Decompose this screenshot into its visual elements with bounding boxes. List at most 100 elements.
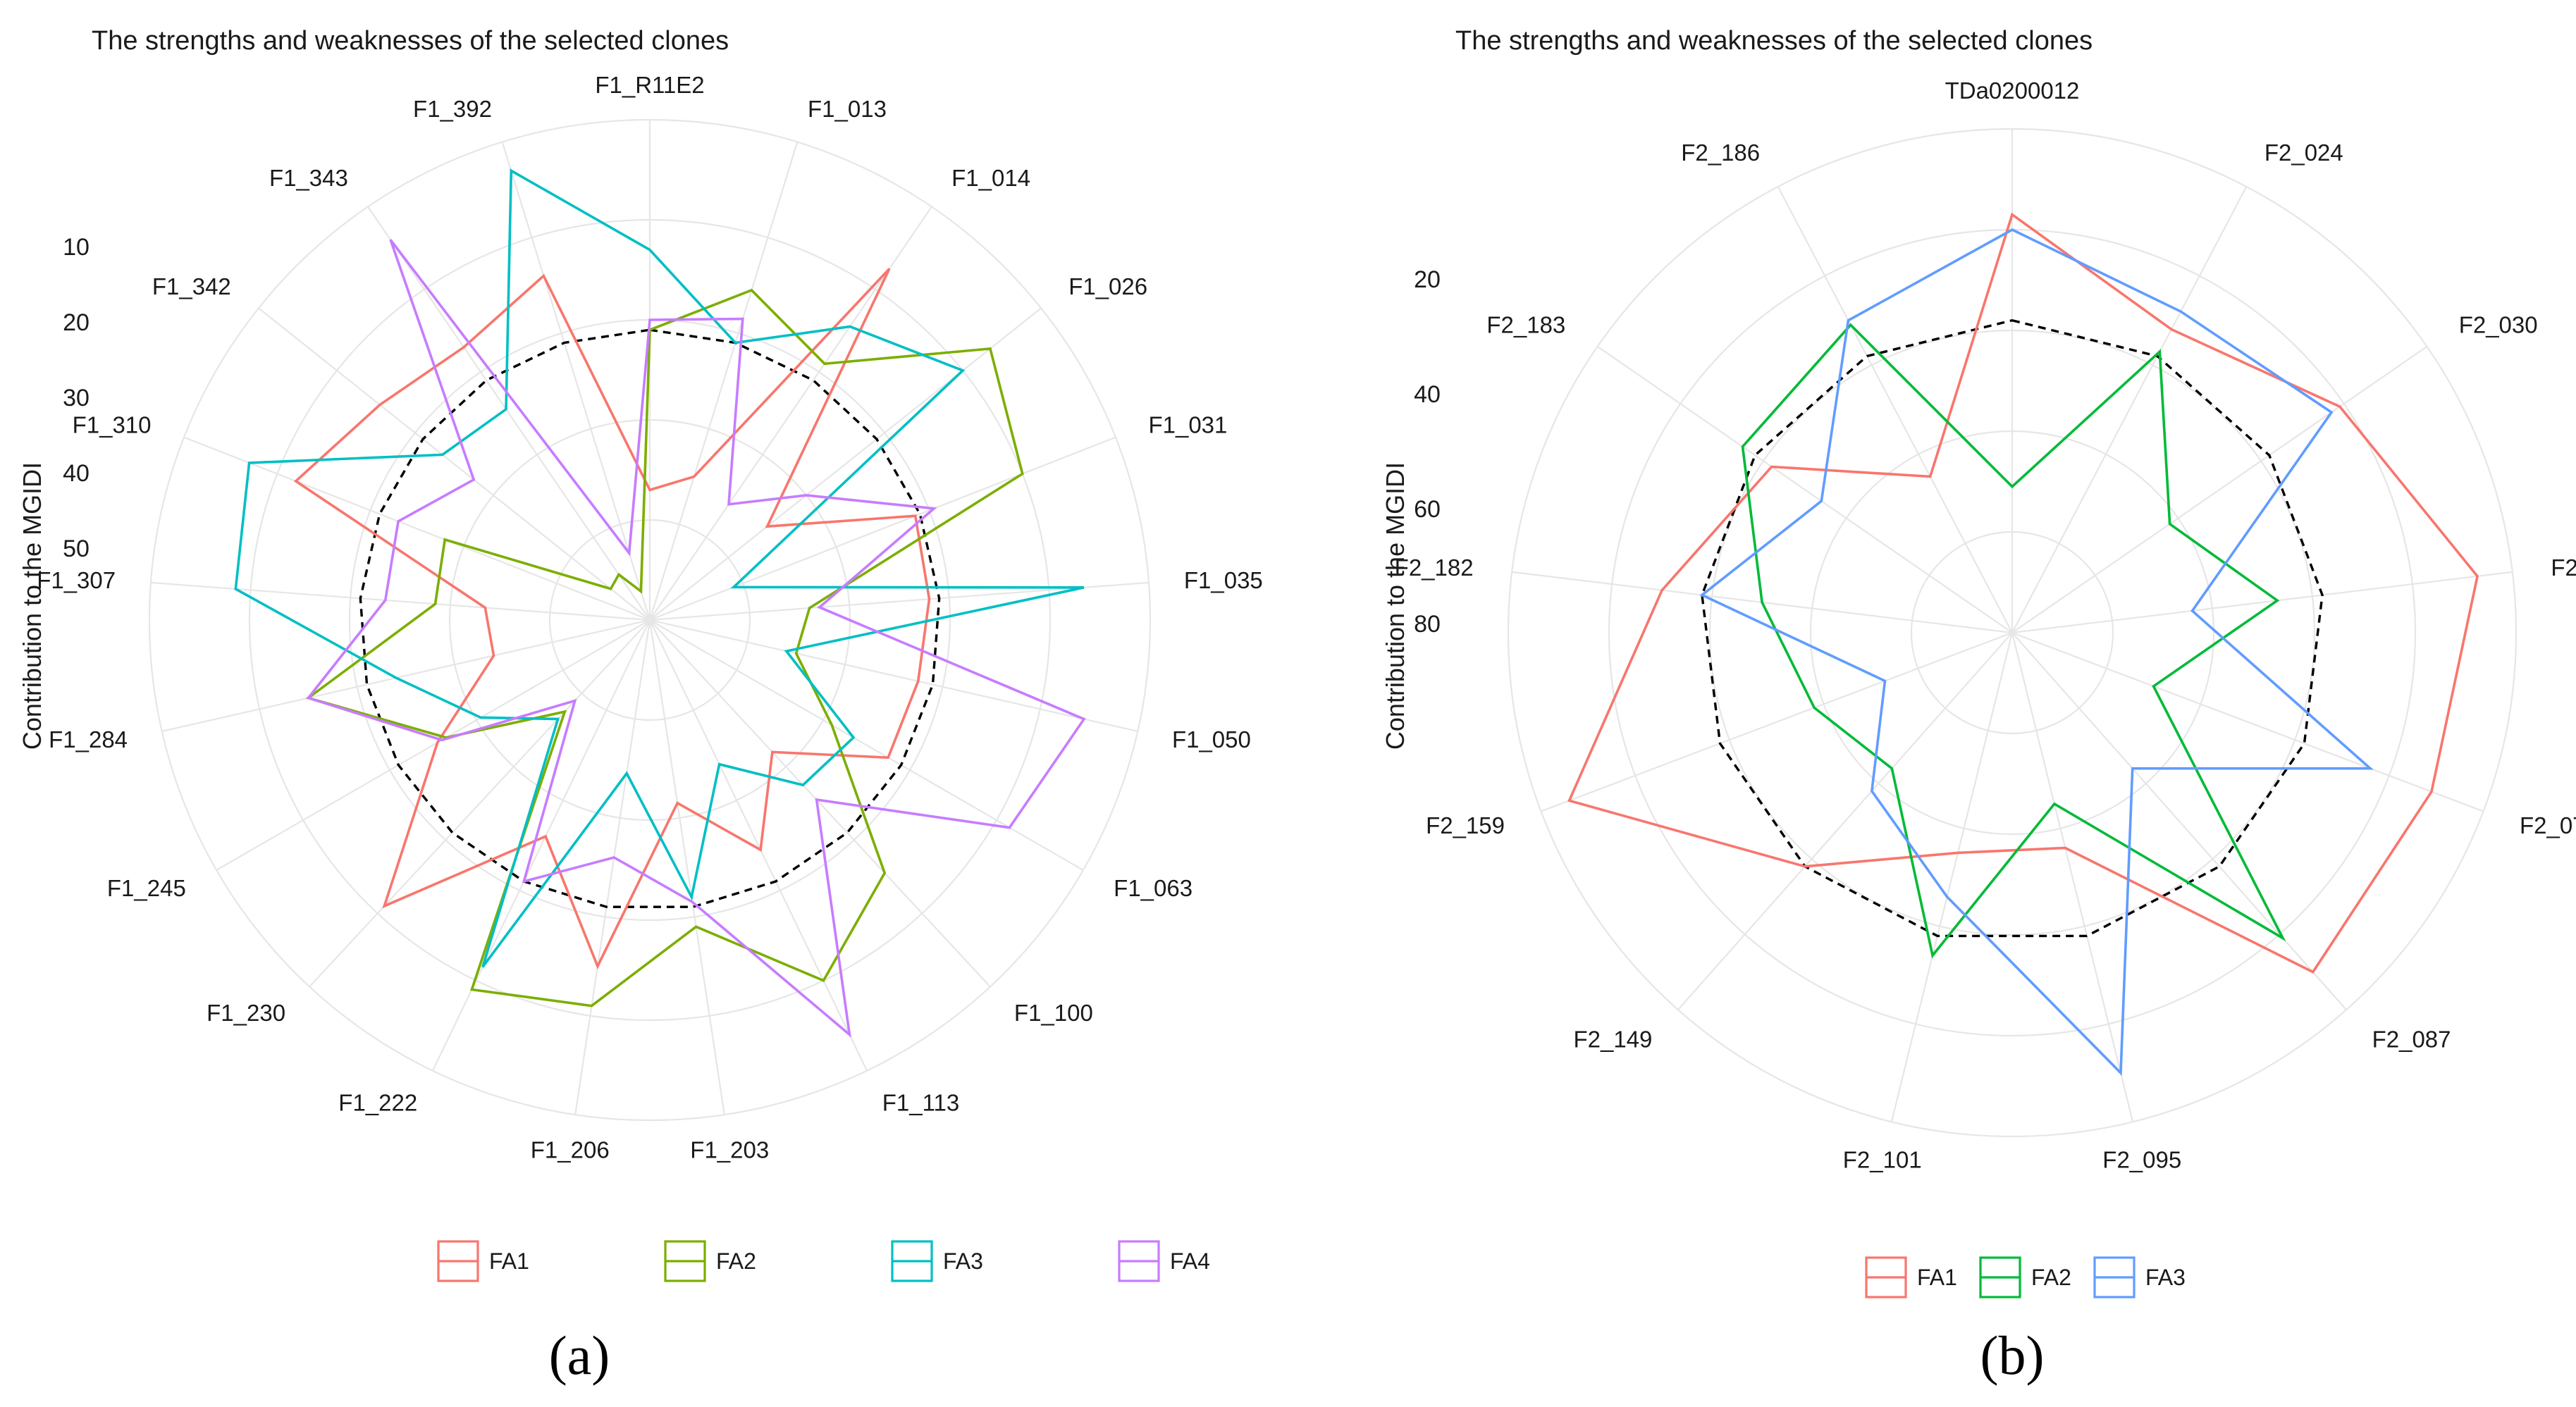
grid-spoke bbox=[161, 619, 651, 733]
category-label: F2_186 bbox=[1681, 140, 1760, 166]
category-label: F1_063 bbox=[1114, 875, 1193, 901]
legend-item-fa3: FA3 bbox=[891, 1240, 983, 1282]
category-labels-b: TDa0200012 F2_024 F2_030 F2_034 F2_073 F2_087… bbox=[1395, 78, 2576, 1173]
category-label: F2_095 bbox=[2102, 1147, 2181, 1173]
legend-item-fa2: FA2 bbox=[664, 1240, 756, 1282]
legend-label: FA2 bbox=[2031, 1265, 2071, 1290]
category-label: F1_R11E2 bbox=[595, 72, 704, 98]
radar-series-b bbox=[1567, 212, 2479, 1077]
category-label: F2_183 bbox=[1486, 312, 1565, 338]
panel-label-b: (b) bbox=[1980, 1325, 2045, 1386]
radar-grid-b bbox=[1507, 128, 2518, 1138]
radial-tick-label: 50 bbox=[63, 535, 90, 562]
grid-spoke bbox=[648, 619, 725, 1115]
grid-spoke bbox=[574, 619, 651, 1115]
radar-chart-a: The strengths and weaknesses of the sele… bbox=[18, 26, 1263, 1386]
series-fa4 bbox=[306, 239, 1086, 1038]
radial-tick-label: 10 bbox=[63, 234, 90, 261]
grid-spoke bbox=[1541, 631, 2013, 812]
category-label: F1_031 bbox=[1148, 411, 1227, 438]
grid-spoke bbox=[1777, 186, 2013, 633]
grid-spoke bbox=[648, 142, 799, 621]
category-label: F2_182 bbox=[1395, 554, 1474, 581]
radial-tick-label: 20 bbox=[1414, 266, 1441, 293]
radial-tick-label: 30 bbox=[63, 385, 90, 411]
category-label: F1_100 bbox=[1014, 1000, 1093, 1026]
legend-label: FA3 bbox=[943, 1248, 983, 1274]
grid-spoke bbox=[501, 142, 651, 621]
radial-tick-labels-b: 20 40 60 80 bbox=[1414, 266, 1441, 638]
category-label: TDa0200012 bbox=[1945, 78, 2080, 104]
radar-chart-b: The strengths and weaknesses of the sele… bbox=[1381, 26, 2576, 1386]
category-label: F1_310 bbox=[73, 411, 152, 438]
category-label: F1_222 bbox=[338, 1090, 417, 1116]
grid-spoke bbox=[431, 619, 651, 1072]
category-label: F1_026 bbox=[1068, 273, 1147, 299]
grid-spoke bbox=[216, 619, 651, 871]
grid-spoke bbox=[649, 436, 1116, 621]
category-label: F1_342 bbox=[152, 273, 231, 299]
category-label: F1_343 bbox=[269, 165, 348, 191]
grid-spoke bbox=[649, 619, 868, 1072]
category-label: F1_284 bbox=[49, 726, 128, 752]
radial-tick-label: 20 bbox=[63, 309, 90, 336]
category-label: F2_034 bbox=[2551, 554, 2576, 581]
grid-spoke bbox=[649, 619, 1084, 871]
category-labels-a: F1_R11E2 F1_013 F1_014 F1_026 F1_031 F1_035 F1… bbox=[37, 72, 1263, 1163]
radial-tick-label: 40 bbox=[1414, 381, 1441, 408]
grid-spoke bbox=[183, 436, 651, 621]
radial-tick-label: 40 bbox=[63, 460, 90, 487]
category-label: F2_073 bbox=[2520, 812, 2576, 838]
category-label: F1_392 bbox=[413, 96, 492, 122]
threshold-ring bbox=[1701, 318, 2324, 938]
category-label: F1_245 bbox=[107, 875, 186, 901]
grid-spoke bbox=[1677, 632, 2013, 1010]
grid-spoke bbox=[2011, 571, 2513, 634]
grid-spoke bbox=[649, 206, 932, 621]
grid-spoke bbox=[258, 307, 651, 621]
category-label: F1_113 bbox=[882, 1090, 959, 1116]
grid-spoke bbox=[1596, 345, 2013, 633]
legend-a: FA1 FA2 FA3 FA4 bbox=[437, 1240, 1210, 1282]
chart-title-b: The strengths and weaknesses of the sele… bbox=[1455, 26, 2093, 56]
grid-spoke bbox=[649, 619, 1138, 733]
radar-grid-a bbox=[148, 118, 1152, 1122]
grid-spoke bbox=[649, 619, 991, 988]
legend-label: FA3 bbox=[2145, 1265, 2186, 1290]
grid-spoke bbox=[2011, 632, 2347, 1010]
legend-item-fa2: FA2 bbox=[1979, 1256, 2071, 1298]
series-fa2 bbox=[1741, 323, 2286, 959]
grid-spoke bbox=[1890, 632, 2014, 1122]
category-label: F1_035 bbox=[1184, 567, 1263, 593]
series-fa3 bbox=[234, 168, 1085, 968]
grid-spoke bbox=[2011, 345, 2428, 633]
category-label: F1_307 bbox=[37, 567, 116, 593]
legend-label: FA2 bbox=[716, 1248, 756, 1274]
series-fa1 bbox=[1567, 212, 2479, 974]
grid-spoke bbox=[2011, 631, 2484, 812]
category-label: F2_159 bbox=[1426, 812, 1505, 838]
category-label: F2_024 bbox=[2264, 140, 2343, 166]
radial-tick-label: 80 bbox=[1414, 611, 1441, 638]
chart-title-a: The strengths and weaknesses of the sele… bbox=[92, 26, 729, 56]
category-label: F2_030 bbox=[2459, 312, 2538, 338]
grid-spoke bbox=[2011, 632, 2134, 1122]
grid-spoke bbox=[649, 307, 1042, 621]
panel-label-a: (a) bbox=[549, 1325, 610, 1386]
legend-item-fa1: FA1 bbox=[437, 1240, 529, 1282]
legend-item-fa1: FA1 bbox=[1865, 1256, 1957, 1298]
y-axis-label-b: Contribution to the MGIDI bbox=[1381, 462, 1410, 750]
radial-tick-labels-a: 10 20 30 40 50 bbox=[63, 234, 90, 562]
legend-label: FA1 bbox=[489, 1248, 529, 1274]
category-label: F2_087 bbox=[2372, 1026, 2451, 1052]
category-label: F1_014 bbox=[951, 165, 1030, 191]
category-label: F1_050 bbox=[1172, 726, 1251, 752]
legend-label: FA1 bbox=[1917, 1265, 1957, 1290]
category-label: F1_230 bbox=[207, 1000, 285, 1026]
threshold-ring bbox=[359, 328, 941, 908]
category-label: F1_013 bbox=[808, 96, 887, 122]
grid-spoke bbox=[649, 581, 1150, 621]
grid-spoke bbox=[309, 619, 651, 988]
y-axis-label-a: Contribution to the MGIDI bbox=[18, 462, 47, 750]
